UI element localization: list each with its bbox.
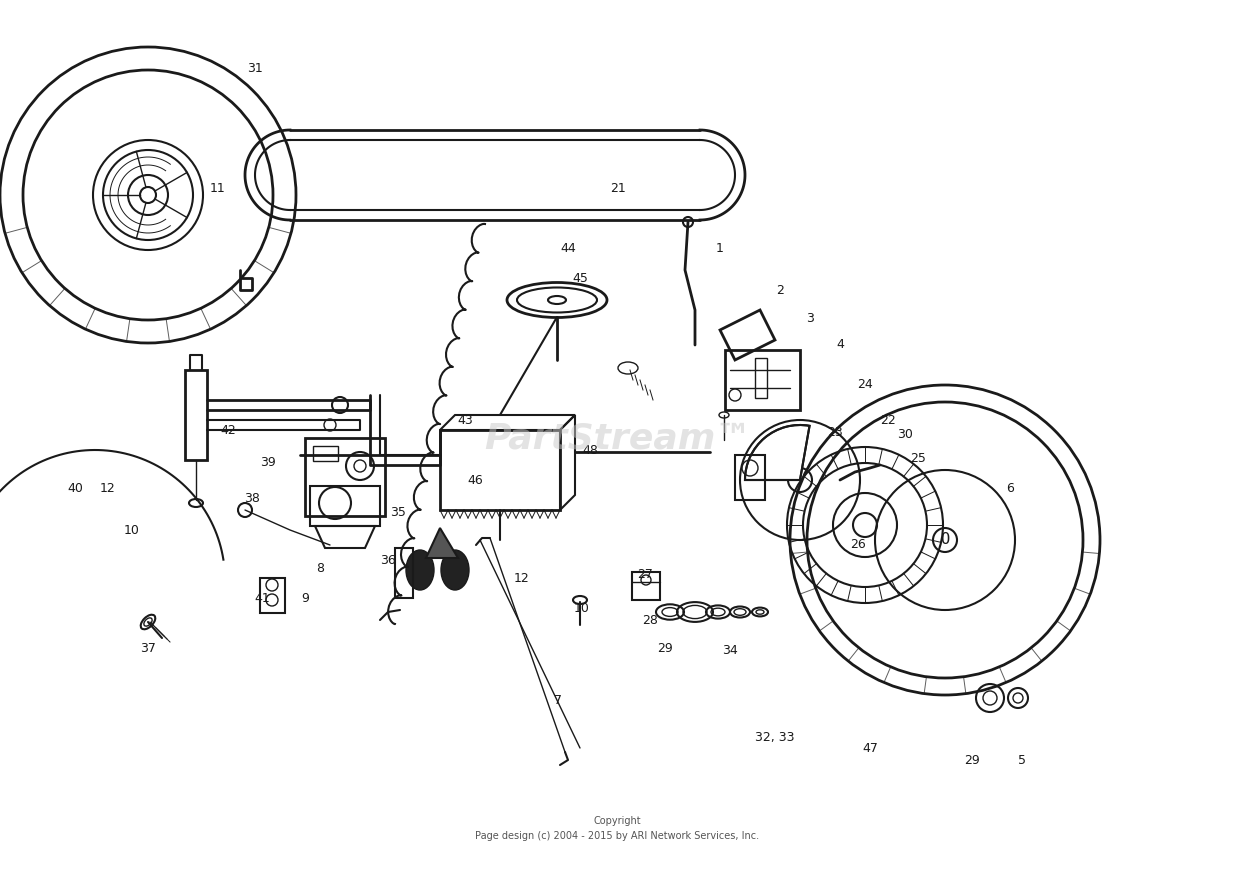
Text: 29: 29	[657, 641, 673, 654]
Text: 28: 28	[642, 614, 658, 626]
Wedge shape	[745, 425, 810, 480]
Text: 45: 45	[572, 272, 588, 284]
Text: 7: 7	[555, 694, 562, 707]
Text: 43: 43	[457, 413, 473, 426]
Bar	[312, 446, 338, 461]
Ellipse shape	[441, 550, 469, 590]
Text: 30: 30	[897, 429, 913, 441]
Text: 31: 31	[247, 61, 263, 75]
Text: 12: 12	[514, 572, 530, 584]
Text: 5: 5	[1018, 753, 1026, 766]
Text: 24: 24	[857, 379, 873, 391]
Text: 10: 10	[574, 602, 590, 615]
Text: 47: 47	[862, 741, 878, 754]
Text: 23: 23	[827, 425, 842, 438]
Bar	[755, 358, 767, 398]
Bar	[735, 455, 764, 500]
Text: 27: 27	[637, 568, 653, 581]
Text: 38: 38	[245, 491, 259, 504]
Text: 40: 40	[67, 481, 83, 495]
Text: 48: 48	[582, 444, 598, 457]
Text: 46: 46	[467, 474, 483, 487]
Bar	[305, 438, 385, 516]
Text: 6: 6	[1007, 481, 1014, 495]
Polygon shape	[426, 528, 458, 558]
Text: 29: 29	[965, 753, 979, 766]
Text: 25: 25	[910, 452, 926, 465]
Bar	[395, 548, 412, 598]
Text: 10: 10	[124, 524, 140, 537]
Text: 35: 35	[390, 505, 406, 518]
Text: 26: 26	[850, 538, 866, 552]
Text: 1: 1	[716, 241, 724, 254]
Text: 32, 33: 32, 33	[756, 731, 795, 745]
Text: 8: 8	[316, 561, 324, 574]
Bar	[185, 370, 207, 460]
Text: 3: 3	[806, 311, 814, 324]
Text: 36: 36	[380, 553, 396, 567]
Text: 34: 34	[722, 644, 737, 657]
Text: 21: 21	[610, 182, 626, 195]
Text: 9: 9	[301, 591, 309, 604]
Text: PartStream™: PartStream™	[484, 422, 751, 455]
Text: 4: 4	[836, 339, 844, 352]
Bar	[261, 578, 285, 613]
Bar	[310, 486, 380, 526]
Bar	[725, 350, 800, 410]
Text: Copyright
Page design (c) 2004 - 2015 by ARI Network Services, Inc.: Copyright Page design (c) 2004 - 2015 by…	[475, 816, 760, 841]
Bar	[632, 572, 659, 600]
Text: O: O	[940, 532, 950, 547]
Text: 44: 44	[561, 241, 576, 254]
Text: 37: 37	[140, 641, 156, 654]
Text: 11: 11	[210, 182, 226, 195]
Text: 2: 2	[776, 283, 784, 296]
Text: 41: 41	[254, 591, 270, 604]
Text: 12: 12	[100, 481, 116, 495]
Text: 39: 39	[261, 455, 275, 468]
Text: 22: 22	[881, 413, 895, 426]
Text: 42: 42	[220, 424, 236, 437]
Ellipse shape	[406, 550, 433, 590]
